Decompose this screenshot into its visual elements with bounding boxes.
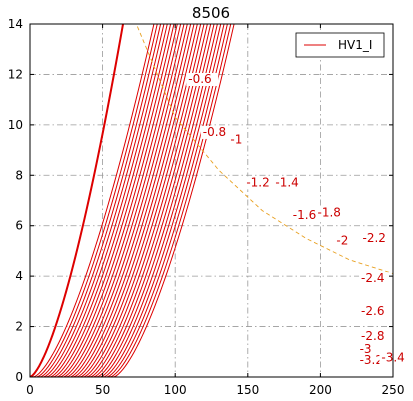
legend: HV1_I xyxy=(295,32,385,58)
curve-series-line xyxy=(30,24,158,377)
load-line-group xyxy=(136,26,393,275)
y-tick-label: 12 xyxy=(8,67,23,81)
curve-label-bg xyxy=(359,272,392,286)
curve-label-bg xyxy=(290,209,323,223)
curve-series-line xyxy=(30,24,205,377)
x-tick-label: 250 xyxy=(382,383,405,397)
curve-series-line xyxy=(30,24,182,377)
curve-label: -3 xyxy=(360,342,372,356)
y-tick-label: 4 xyxy=(15,269,23,283)
curve-label: -2.2 xyxy=(363,231,386,245)
curve-label-bg xyxy=(244,176,277,190)
curve-series-line xyxy=(30,24,192,377)
curve-series-line xyxy=(30,24,188,377)
curve-label: -1 xyxy=(230,133,242,147)
y-tick-label: 2 xyxy=(15,320,23,334)
curve-series-line xyxy=(30,24,172,377)
curve-label: -2.8 xyxy=(361,329,384,343)
curve-label-bg xyxy=(315,206,348,220)
chart-title: 8506 xyxy=(192,4,230,22)
curve-label: -1.4 xyxy=(275,175,298,189)
curve-series-line xyxy=(30,24,155,377)
y-tick-label: 0 xyxy=(15,370,23,384)
curve-label-bg xyxy=(273,176,306,190)
curve-series-line xyxy=(30,24,162,377)
legend-label: HV1_I xyxy=(338,38,372,52)
curve-label: -3.2 xyxy=(360,353,383,367)
x-tick-label: 150 xyxy=(236,383,259,397)
curve-label-bg xyxy=(360,231,393,245)
curve-series-line xyxy=(30,24,232,377)
curve-series-line xyxy=(30,24,168,377)
curve-series-line xyxy=(30,24,202,377)
x-tick-label: 200 xyxy=(309,383,332,397)
curve-label-bg xyxy=(228,133,247,147)
curve-label: -1.8 xyxy=(317,206,340,220)
curve-label: -2.6 xyxy=(361,304,384,318)
load-line xyxy=(136,26,393,275)
y-tick-label: 6 xyxy=(15,219,23,233)
curve-labels: -0.6 -0.8 -1 -1.2 -1.4 -1.6 -1.8 -2 -2.2 -2.4 -2.6… xyxy=(186,72,412,368)
curve-series-line xyxy=(30,24,185,377)
curve-series-line xyxy=(30,24,125,377)
curve-label-bg xyxy=(379,351,412,365)
curve-label: -2 xyxy=(336,233,348,247)
curve-label: -1.2 xyxy=(246,175,269,189)
curve-label: -0.6 xyxy=(188,72,211,86)
curve-series-line xyxy=(30,24,165,377)
y-tick-label: 8 xyxy=(15,168,23,182)
curve-series-line xyxy=(30,24,208,377)
curve-series-line xyxy=(30,24,228,377)
curve-label-bg xyxy=(359,304,392,318)
curve-label-bg xyxy=(359,330,392,344)
curve-series-line xyxy=(30,24,218,377)
x-tick-label: 0 xyxy=(26,383,34,397)
x-tick-label: 50 xyxy=(95,383,110,397)
curve-series-line xyxy=(30,24,215,377)
x-tick-label: 100 xyxy=(164,383,187,397)
y-tick-label: 14 xyxy=(8,17,23,31)
curve-label-bg xyxy=(334,234,353,248)
curve-series-line xyxy=(30,24,235,377)
plot-frame xyxy=(29,23,394,378)
curve-label: -1.6 xyxy=(293,208,316,222)
curve-series-line xyxy=(30,24,195,377)
curve-series-line xyxy=(30,24,198,377)
curve-series-line xyxy=(30,24,222,377)
curve-label-bg xyxy=(186,72,219,86)
curve-label-bg xyxy=(200,125,233,139)
y-tick-label: 10 xyxy=(8,118,23,132)
curve-label: -2.4 xyxy=(361,271,384,285)
axis-ticks: 0 50 100 150 200 250 0 2 4 6 8 10 12 14 xyxy=(8,17,405,397)
curve-series-line xyxy=(30,24,175,377)
curve-series-line xyxy=(30,24,178,377)
curve-label-bg xyxy=(357,342,376,356)
curve-label: -0.8 xyxy=(203,125,226,139)
